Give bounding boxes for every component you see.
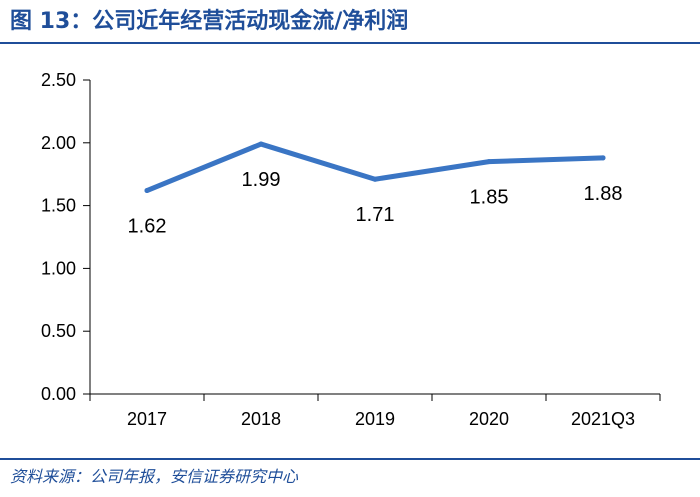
data-label: 1.62 <box>128 216 167 238</box>
title-divider <box>0 42 700 44</box>
line-chart: 0.00 0.50 1.00 1.50 2.00 2.50 2017 2018 2019 202… <box>41 70 661 429</box>
y-tick-label: 0.00 <box>41 384 76 404</box>
series-line <box>144 141 606 194</box>
y-tick-label: 1.00 <box>41 258 76 278</box>
data-point <box>372 176 378 182</box>
y-tick-label: 2.50 <box>41 70 76 90</box>
x-axis: 2017 2018 2019 2020 2021Q3 <box>89 393 661 429</box>
data-point <box>600 155 606 161</box>
data-label: 1.71 <box>356 204 395 226</box>
data-label: 1.99 <box>242 169 281 191</box>
x-tick-label: 2018 <box>241 409 281 429</box>
x-tick-label: 2020 <box>469 409 509 429</box>
x-tick-label: 2021Q3 <box>571 409 635 429</box>
y-axis: 0.00 0.50 1.00 1.50 2.00 2.50 <box>41 70 91 404</box>
figure-title: 图 13：公司近年经营活动现金流/净利润 <box>10 9 409 34</box>
y-tick-label: 0.50 <box>41 321 76 341</box>
series <box>144 141 606 194</box>
data-label: 1.85 <box>470 187 509 209</box>
footer-divider <box>0 458 700 460</box>
y-tick-label: 2.00 <box>41 133 76 153</box>
y-tick-label: 1.50 <box>41 196 76 216</box>
data-label: 1.88 <box>584 183 623 205</box>
x-tick-label: 2017 <box>127 409 167 429</box>
data-labels: 1.62 1.99 1.71 1.85 1.88 <box>128 169 623 237</box>
source-note: 资料来源：公司年报，安信证券研究中心 <box>10 467 299 486</box>
data-point <box>144 188 150 194</box>
x-tick-label: 2019 <box>355 409 395 429</box>
data-point <box>486 159 492 165</box>
data-point <box>258 141 264 147</box>
